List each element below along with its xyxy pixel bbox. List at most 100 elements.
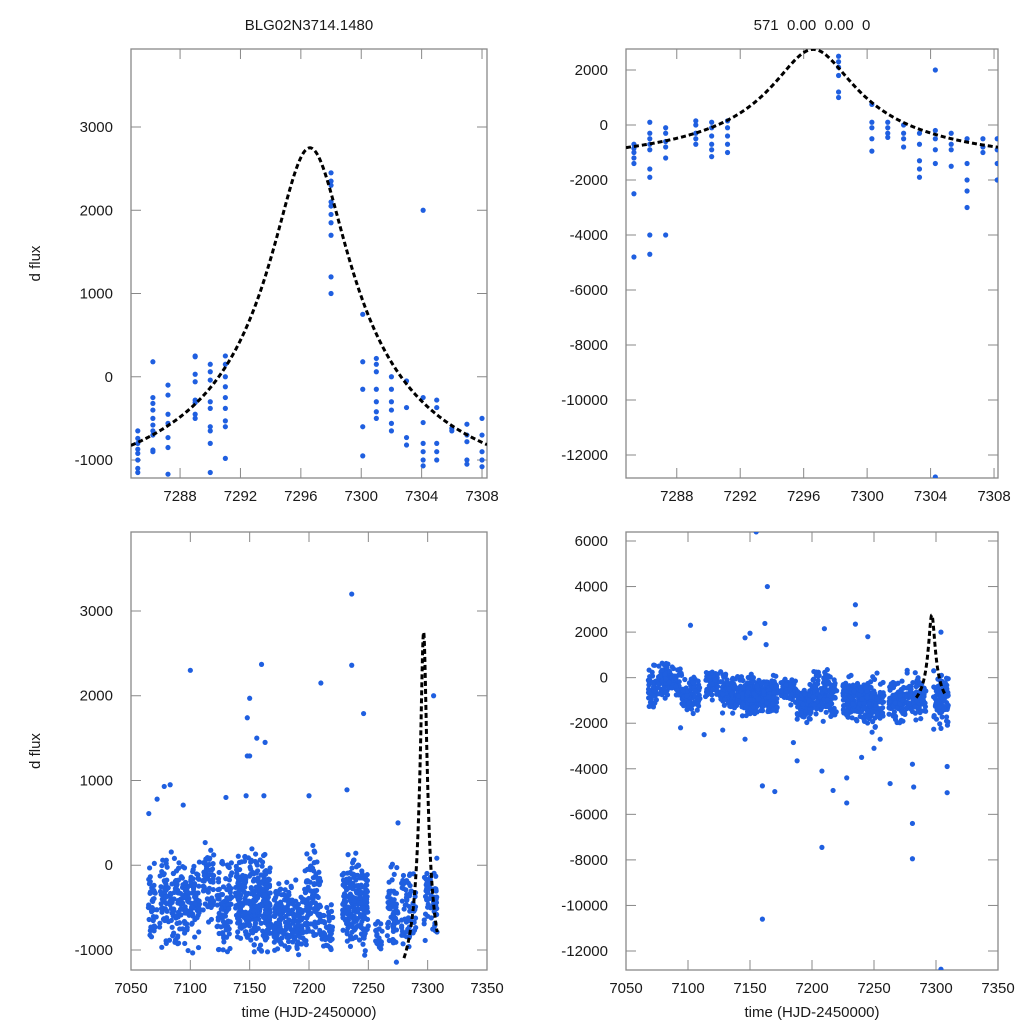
data-point <box>916 141 923 147</box>
data-point <box>167 782 173 788</box>
data-point <box>873 702 879 709</box>
data-point <box>188 878 194 885</box>
data-point <box>631 254 637 260</box>
data-point <box>235 896 241 902</box>
data-point <box>391 871 397 878</box>
data-point <box>165 382 171 388</box>
data-point <box>430 926 436 932</box>
data-point <box>157 873 163 879</box>
data-point <box>693 141 699 147</box>
data-point <box>253 935 259 941</box>
data-point <box>168 917 174 924</box>
data-point <box>420 419 426 426</box>
data-point <box>207 428 213 434</box>
data-point <box>824 667 830 673</box>
data-point <box>347 933 354 939</box>
data-point <box>900 697 906 703</box>
data-point <box>694 696 701 702</box>
data-point <box>938 966 944 970</box>
data-point <box>262 937 269 943</box>
data-point <box>948 163 954 169</box>
data-point <box>182 880 188 886</box>
data-point <box>150 407 156 413</box>
data-point <box>755 696 761 702</box>
data-point <box>464 421 470 427</box>
data-point <box>209 896 215 903</box>
data-point <box>211 852 217 858</box>
data-point <box>788 702 794 708</box>
data-point <box>684 693 690 699</box>
data-point <box>185 947 191 954</box>
x-tick-label: 7250 <box>352 980 385 997</box>
data-point <box>255 895 261 901</box>
data-point <box>911 784 917 790</box>
data-point <box>401 880 407 887</box>
data-point <box>318 932 324 938</box>
data-point <box>704 688 710 694</box>
data-point <box>146 810 152 817</box>
data-point <box>893 713 899 720</box>
data-point <box>135 446 141 452</box>
data-point <box>273 889 279 895</box>
data-point <box>207 440 213 446</box>
data-point <box>289 918 295 924</box>
data-point <box>276 908 282 914</box>
data-point <box>835 94 842 101</box>
data-point <box>794 716 800 722</box>
data-point <box>869 148 875 154</box>
data-point <box>433 873 439 879</box>
data-point <box>464 461 470 467</box>
data-point <box>208 847 214 853</box>
data-point <box>709 119 715 125</box>
data-point <box>747 630 753 636</box>
data-point <box>318 680 324 686</box>
data-point <box>261 793 267 799</box>
data-point <box>180 802 186 808</box>
data-point <box>742 635 748 641</box>
data-point <box>782 676 788 682</box>
data-point <box>207 369 213 375</box>
x-tick-label: 7200 <box>292 980 325 997</box>
data-point <box>403 442 410 448</box>
data-point <box>372 921 379 927</box>
y-tick-label: 4000 <box>575 579 608 596</box>
data-point <box>696 703 702 709</box>
data-point <box>285 924 291 930</box>
data-point <box>301 897 308 903</box>
data-point <box>650 693 657 699</box>
data-point <box>647 174 653 180</box>
data-point <box>165 392 171 398</box>
data-point <box>196 883 202 889</box>
data-point <box>218 892 224 898</box>
data-point <box>434 457 440 463</box>
data-point <box>200 907 206 913</box>
x-tick-label: 7304 <box>914 488 947 505</box>
data-point <box>148 924 154 930</box>
data-point <box>433 888 439 894</box>
data-point <box>631 160 637 167</box>
data-point <box>177 926 183 932</box>
data-point <box>170 933 176 939</box>
data-point <box>376 926 382 932</box>
data-point <box>388 374 395 380</box>
data-point <box>264 949 271 955</box>
data-point <box>271 897 277 903</box>
data-point <box>831 705 837 711</box>
data-point <box>863 684 869 690</box>
data-point <box>647 166 653 172</box>
data-point <box>267 890 273 896</box>
data-point <box>284 879 290 885</box>
data-point <box>302 886 308 892</box>
data-point <box>222 424 228 430</box>
data-point <box>856 692 863 698</box>
data-point <box>271 925 277 931</box>
data-point <box>823 709 829 715</box>
y-tick-label: -8000 <box>570 337 608 354</box>
data-point <box>254 735 260 741</box>
data-point <box>222 353 228 359</box>
data-point <box>276 938 282 944</box>
data-point <box>243 892 249 898</box>
data-point <box>221 923 227 929</box>
data-point <box>385 899 391 906</box>
data-point <box>227 919 233 925</box>
